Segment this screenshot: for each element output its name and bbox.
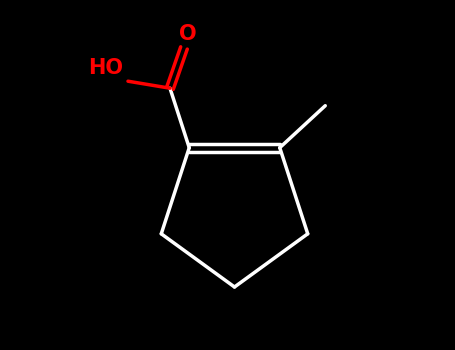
Text: HO: HO	[88, 58, 123, 78]
Text: O: O	[179, 25, 196, 44]
